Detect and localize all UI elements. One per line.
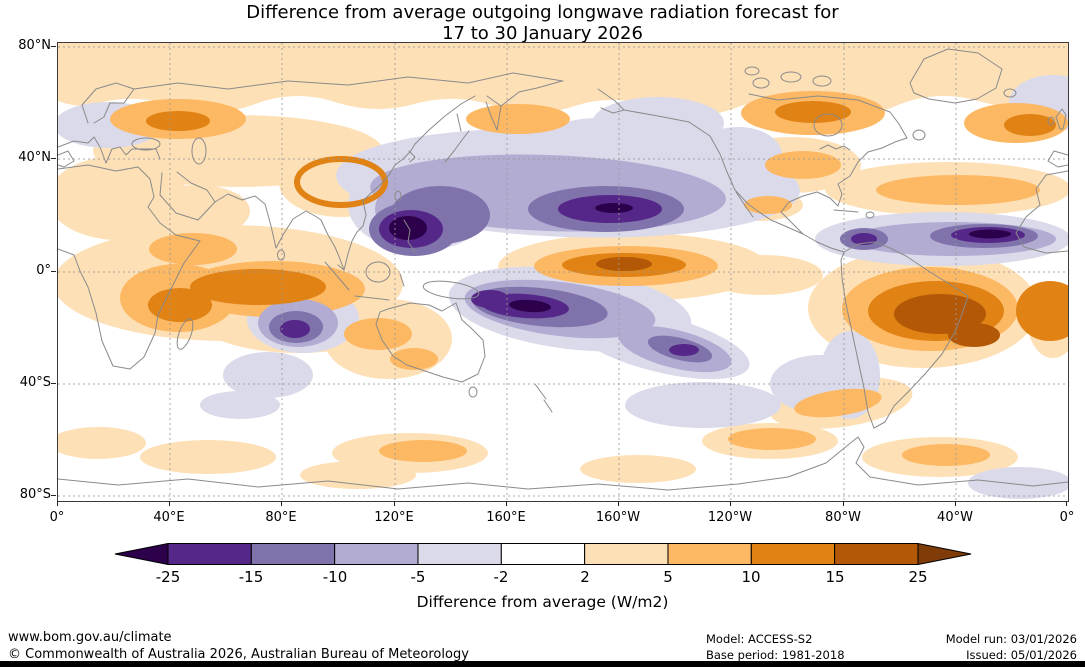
lat-label-80s: 80°S [19, 487, 51, 502]
cb-tick-5: 5 [663, 568, 673, 586]
colorbar-segment [834, 543, 919, 565]
bottom-edge-bar [0, 661, 1085, 667]
cb-tick-2: 2 [580, 568, 590, 586]
axis-tick [955, 501, 956, 506]
axis-tick [843, 501, 844, 506]
lat-label-40s: 40°S [19, 375, 51, 390]
colorbar-title: Difference from average (W/m2) [416, 593, 669, 611]
footer-website: www.bom.gov.au/climate [8, 630, 172, 645]
axis-tick [51, 271, 56, 272]
cb-tick-neg5: -5 [410, 568, 426, 586]
axis-tick [57, 501, 58, 506]
axis-tick [730, 501, 731, 506]
lon-label-160w: 160°W [595, 510, 641, 525]
tibet-anomaly-ring [294, 156, 388, 208]
lon-label-160e: 160°E [486, 510, 526, 525]
lon-label-40w: 40°W [937, 510, 973, 525]
colorbar-right-arrow [917, 542, 972, 566]
axis-tick [51, 46, 56, 47]
axis-tick [51, 495, 56, 496]
colorbar-segment [667, 543, 752, 565]
colorbar [113, 542, 973, 566]
coastlines [58, 48, 1068, 491]
lat-label-40n: 40°N [18, 150, 51, 165]
cb-tick-neg2: -2 [493, 568, 509, 586]
lon-label-80w: 80°W [825, 510, 861, 525]
colorbar-left-arrow [114, 542, 169, 566]
lat-label-0: 0° [36, 263, 51, 278]
colorbar-segment [250, 543, 336, 565]
axis-tick [618, 501, 619, 506]
axis-tick [51, 383, 56, 384]
colorbar-segment [167, 543, 252, 565]
olr-anomaly-world-map [57, 42, 1069, 502]
axis-tick [169, 501, 170, 506]
colorbar-segment [417, 543, 502, 565]
colorbar-segment [750, 543, 836, 565]
axis-tick [506, 501, 507, 506]
cb-tick-10: 10 [741, 568, 761, 586]
lat-label-80n: 80°N [18, 38, 51, 53]
colorbar-segment [500, 543, 586, 565]
lon-label-40e: 40°E [153, 510, 185, 525]
map-figure [58, 43, 1068, 501]
footer-copyright: © Commonwealth of Australia 2026, Austra… [8, 647, 469, 662]
chart-title-line1: Difference from average outgoing longwav… [246, 2, 839, 23]
colorbar-svg [114, 542, 972, 566]
chart-title-line2: 17 to 30 January 2026 [442, 23, 643, 44]
anomaly-positive-darkest-layer [596, 257, 1000, 347]
footer-model: Model: ACCESS-S2 [706, 632, 813, 646]
lon-label-120w: 120°W [707, 510, 753, 525]
lon-label-0e: 0° [49, 510, 65, 525]
axis-tick [1066, 501, 1067, 506]
colorbar-segment [584, 543, 669, 565]
cb-tick-neg10: -10 [322, 568, 348, 586]
axis-tick [281, 501, 282, 506]
colorbar-segment [334, 543, 419, 565]
lon-label-0w: 0° [1059, 510, 1075, 525]
axis-tick [51, 158, 56, 159]
cb-tick-25: 25 [908, 568, 928, 586]
cb-tick-neg15: -15 [238, 568, 264, 586]
lon-label-120e: 120°E [374, 510, 414, 525]
anomaly-negative-darkest-layer [389, 203, 1011, 313]
cb-tick-neg25: -25 [155, 568, 181, 586]
cb-tick-15: 15 [825, 568, 845, 586]
graticule-gridlines [58, 43, 1068, 501]
footer-model-run: Model run: 03/01/2026 [945, 632, 1077, 646]
lon-label-80e: 80°E [265, 510, 297, 525]
footer-issued: Issued: 05/01/2026 [966, 648, 1077, 662]
axis-tick [394, 501, 395, 506]
footer-base-period: Base period: 1981-2018 [706, 648, 845, 662]
